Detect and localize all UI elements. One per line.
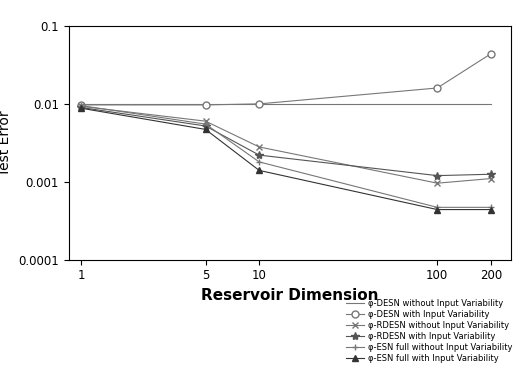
φ-RDESN with Input Variability (78, 105, 84, 110)
φ-DESN with Input Variability (202, 103, 209, 107)
X-axis label: Reservoir Dimension: Reservoir Dimension (201, 288, 378, 303)
φ-ESN full with Input Variability (78, 106, 84, 111)
φ-RDESN with Input Variability (487, 172, 494, 177)
φ-ESN full without Input Variability (202, 122, 209, 127)
φ-DESN without Input Variability (78, 102, 84, 106)
Line: φ-DESN with Input Variability: φ-DESN with Input Variability (77, 50, 494, 108)
φ-DESN without Input Variability (487, 102, 494, 106)
φ-RDESN without Input Variability (202, 119, 209, 124)
φ-RDESN with Input Variability (202, 124, 209, 128)
Line: φ-RDESN without Input Variability: φ-RDESN without Input Variability (77, 103, 494, 187)
φ-ESN full with Input Variability (487, 207, 494, 212)
Y-axis label: Test Error: Test Error (0, 110, 13, 175)
φ-DESN with Input Variability (487, 52, 494, 56)
φ-ESN full with Input Variability (256, 168, 262, 173)
Line: φ-ESN full with Input Variability: φ-ESN full with Input Variability (79, 105, 494, 212)
φ-ESN full with Input Variability (434, 207, 441, 212)
φ-ESN full without Input Variability (256, 160, 262, 164)
φ-RDESN without Input Variability (256, 145, 262, 149)
Line: φ-RDESN with Input Variability: φ-RDESN with Input Variability (77, 103, 495, 180)
φ-DESN with Input Variability (256, 102, 262, 106)
φ-ESN full without Input Variability (487, 205, 494, 210)
φ-DESN without Input Variability (256, 102, 262, 106)
φ-RDESN without Input Variability (487, 176, 494, 181)
φ-RDESN without Input Variability (434, 181, 441, 186)
Legend: φ-DESN without Input Variability, φ-DESN with Input Variability, φ-RDESN without: φ-DESN without Input Variability, φ-DESN… (346, 299, 512, 363)
φ-ESN full without Input Variability (434, 205, 441, 210)
φ-DESN with Input Variability (78, 103, 84, 107)
φ-DESN with Input Variability (434, 86, 441, 90)
Line: φ-ESN full without Input Variability: φ-ESN full without Input Variability (77, 102, 494, 211)
φ-ESN full without Input Variability (78, 104, 84, 108)
φ-RDESN with Input Variability (256, 153, 262, 157)
φ-ESN full with Input Variability (202, 127, 209, 132)
φ-DESN without Input Variability (434, 102, 441, 106)
φ-RDESN with Input Variability (434, 173, 441, 178)
φ-RDESN without Input Variability (78, 104, 84, 109)
φ-DESN without Input Variability (202, 102, 209, 106)
